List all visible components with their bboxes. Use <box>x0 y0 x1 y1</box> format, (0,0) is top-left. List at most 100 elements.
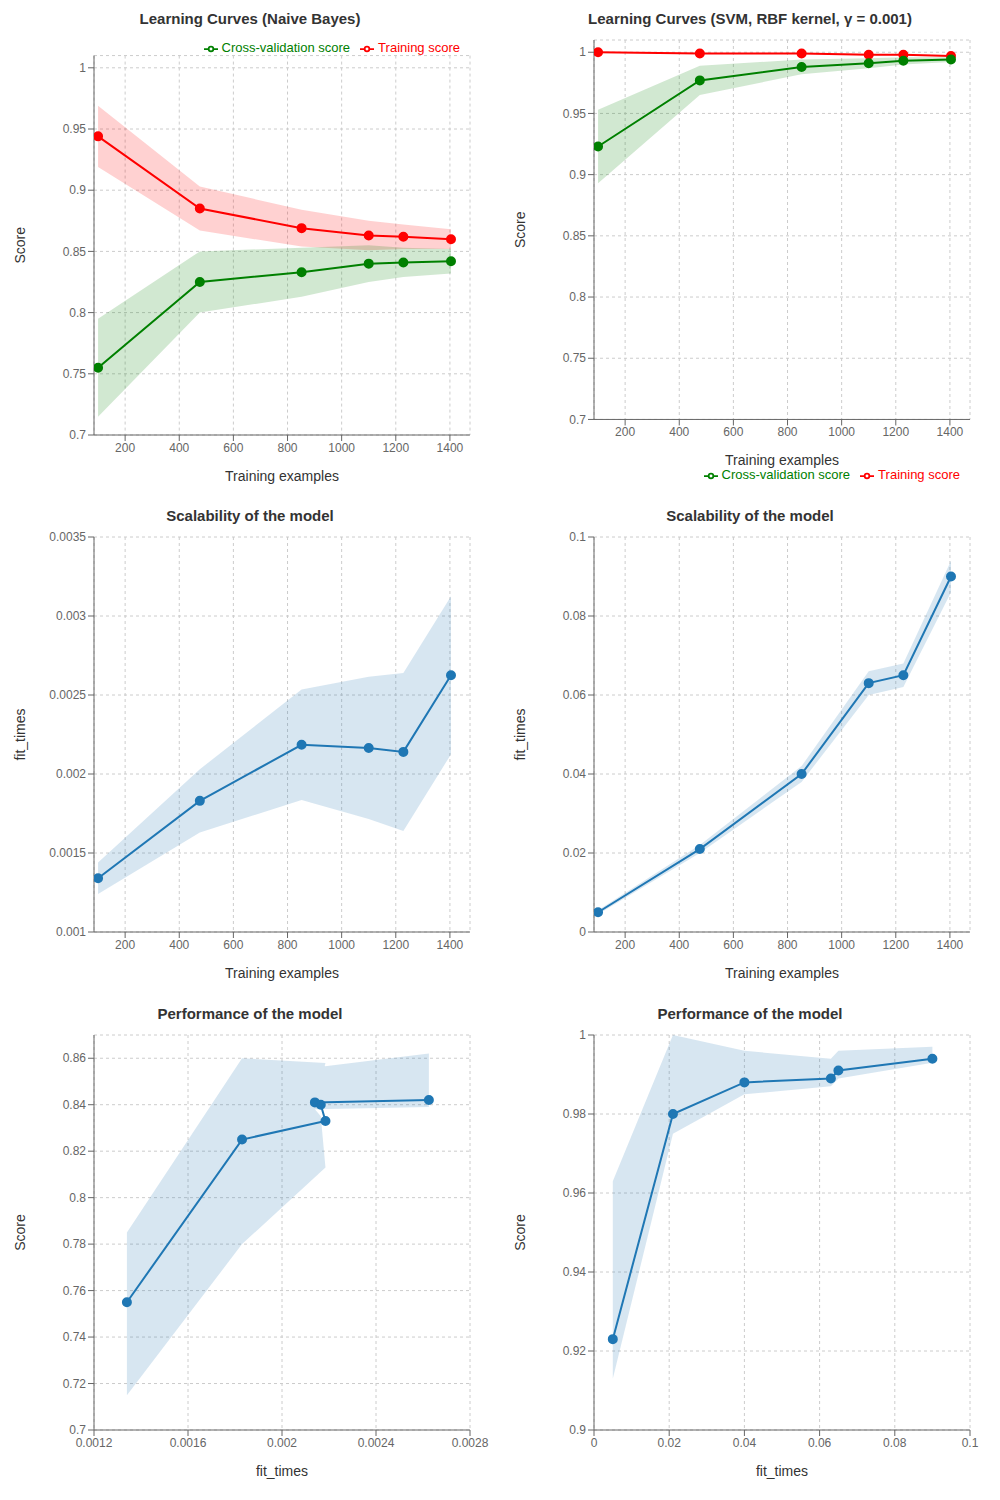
svg-text:1: 1 <box>579 45 586 59</box>
svg-text:0.002: 0.002 <box>56 768 86 782</box>
svg-text:800: 800 <box>278 441 298 455</box>
svg-text:0.1: 0.1 <box>569 531 586 545</box>
svg-text:1000: 1000 <box>328 938 355 952</box>
svg-text:1200: 1200 <box>882 425 909 439</box>
svg-text:0.06: 0.06 <box>808 1435 832 1449</box>
svg-text:600: 600 <box>223 441 243 455</box>
html-text:Training score: Training score <box>878 467 960 483</box>
svg-text:0.02: 0.02 <box>658 1435 682 1449</box>
svg-text:0.9: 0.9 <box>69 183 86 197</box>
svg-text:400: 400 <box>669 425 689 439</box>
svg-text:200: 200 <box>115 441 135 455</box>
svg-text:0.92: 0.92 <box>563 1344 587 1358</box>
svg-text:0.04: 0.04 <box>733 1435 757 1449</box>
svg-text:0.84: 0.84 <box>63 1098 87 1112</box>
svg-text:fit_times: fit_times <box>256 1463 308 1479</box>
svg-text:0.9: 0.9 <box>569 1423 586 1437</box>
svg-text:0.0016: 0.0016 <box>170 1435 207 1449</box>
svg-text:0.75: 0.75 <box>563 351 587 365</box>
svg-text:1000: 1000 <box>828 425 855 439</box>
svg-text:fit_times: fit_times <box>756 1463 808 1479</box>
svg-text:0.78: 0.78 <box>63 1237 87 1251</box>
svg-text:600: 600 <box>723 425 743 439</box>
svg-text:0.76: 0.76 <box>63 1284 87 1298</box>
svg-text:0.7: 0.7 <box>69 428 86 442</box>
svg-text:0.74: 0.74 <box>63 1330 87 1344</box>
svg-text:Score: Score <box>512 211 528 248</box>
svg-text:200: 200 <box>115 938 135 952</box>
svg-text:0.8: 0.8 <box>69 1191 86 1205</box>
svg-text:200: 200 <box>615 938 635 952</box>
svg-text:1400: 1400 <box>937 425 964 439</box>
html-text:Performance of the model: Performance of the model <box>657 1004 843 1022</box>
svg-text:0.85: 0.85 <box>63 245 87 259</box>
svg-text:0.02: 0.02 <box>563 847 587 861</box>
svg-text:0.0012: 0.0012 <box>76 1435 113 1449</box>
svg-text:Training examples: Training examples <box>225 965 339 981</box>
svg-text:0.0028: 0.0028 <box>452 1435 489 1449</box>
svg-text:1400: 1400 <box>437 938 464 952</box>
svg-text:0.0024: 0.0024 <box>358 1435 395 1449</box>
svg-text:0.08: 0.08 <box>563 610 587 624</box>
svg-text:0.9: 0.9 <box>569 168 586 182</box>
svg-text:0: 0 <box>591 1435 598 1449</box>
svg-text:200: 200 <box>615 425 635 439</box>
html-text:Learning Curves (Naive Bayes): Learning Curves (Naive Bayes) <box>139 10 361 27</box>
svg-text:1400: 1400 <box>937 938 964 952</box>
svg-text:0.04: 0.04 <box>563 768 587 782</box>
svg-text:600: 600 <box>223 938 243 952</box>
svg-text:1000: 1000 <box>828 938 855 952</box>
svg-text:0.75: 0.75 <box>63 367 87 381</box>
svg-text:400: 400 <box>169 938 189 952</box>
svg-text:400: 400 <box>669 938 689 952</box>
svg-text:0.06: 0.06 <box>563 689 587 703</box>
svg-text:800: 800 <box>778 938 798 952</box>
svg-text:400: 400 <box>169 441 189 455</box>
svg-text:0.0015: 0.0015 <box>49 847 86 861</box>
svg-text:0: 0 <box>579 926 586 940</box>
html-text:Performance of the model: Performance of the model <box>157 1004 343 1022</box>
svg-text:0.96: 0.96 <box>563 1186 587 1200</box>
svg-text:1200: 1200 <box>382 441 409 455</box>
svg-text:0.95: 0.95 <box>563 107 587 121</box>
svg-text:0.0035: 0.0035 <box>49 531 86 545</box>
svg-text:0.82: 0.82 <box>63 1144 87 1158</box>
svg-text:0.86: 0.86 <box>63 1051 87 1065</box>
svg-text:fit_times: fit_times <box>512 709 528 761</box>
svg-text:Training examples: Training examples <box>725 452 839 468</box>
svg-text:Score: Score <box>512 1214 528 1251</box>
svg-text:Training examples: Training examples <box>225 468 339 484</box>
svg-text:800: 800 <box>278 938 298 952</box>
svg-text:1000: 1000 <box>328 441 355 455</box>
svg-text:Score: Score <box>12 227 28 264</box>
svg-text:0.08: 0.08 <box>883 1435 907 1449</box>
html-text:Scalability of the model: Scalability of the model <box>666 507 834 525</box>
svg-text:1: 1 <box>79 61 86 75</box>
html-text:Learning Curves (SVM, RBF kern: Learning Curves (SVM, RBF kernel, γ = 0.… <box>588 10 912 27</box>
svg-text:0.0025: 0.0025 <box>49 689 86 703</box>
svg-text:600: 600 <box>723 938 743 952</box>
svg-text:0.003: 0.003 <box>56 610 86 624</box>
svg-text:0.95: 0.95 <box>63 122 87 136</box>
svg-text:0.98: 0.98 <box>563 1107 587 1121</box>
svg-text:0.8: 0.8 <box>69 306 86 320</box>
svg-text:1200: 1200 <box>882 938 909 952</box>
svg-text:1: 1 <box>579 1028 586 1042</box>
svg-text:0.7: 0.7 <box>569 413 586 427</box>
html-text:Cross-validation score: Cross-validation score <box>721 467 851 483</box>
svg-text:1400: 1400 <box>437 441 464 455</box>
svg-text:Score: Score <box>12 1214 28 1251</box>
svg-text:0.001: 0.001 <box>56 926 86 940</box>
svg-text:0.72: 0.72 <box>63 1376 87 1390</box>
svg-text:0.002: 0.002 <box>267 1435 297 1449</box>
svg-text:Training examples: Training examples <box>725 965 839 981</box>
svg-text:1200: 1200 <box>382 938 409 952</box>
svg-text:fit_times: fit_times <box>12 709 28 761</box>
svg-text:0.94: 0.94 <box>563 1265 587 1279</box>
svg-text:800: 800 <box>778 425 798 439</box>
svg-text:0.8: 0.8 <box>569 290 586 304</box>
html-text:Scalability of the model: Scalability of the model <box>166 507 334 525</box>
svg-text:0.7: 0.7 <box>69 1423 86 1437</box>
svg-text:0.1: 0.1 <box>962 1435 979 1449</box>
svg-text:0.85: 0.85 <box>563 229 587 243</box>
